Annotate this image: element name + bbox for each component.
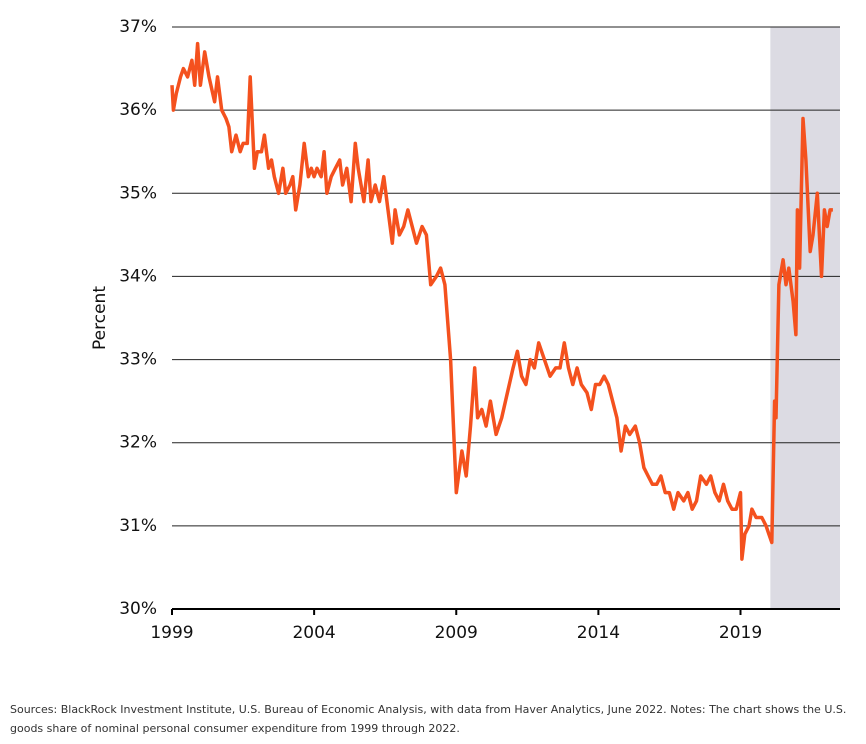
notes: Sources: BlackRock Investment Institute,…	[10, 703, 846, 716]
y-tick-label: 34%	[119, 266, 157, 286]
y-tick-label: 30%	[119, 599, 157, 619]
y-tick-label: 33%	[119, 350, 157, 370]
notes: goods share of nominal personal consumer…	[10, 722, 460, 735]
y-tick-label: 31%	[119, 516, 157, 536]
y-tick-label: 36%	[119, 100, 157, 120]
y-axis-label: Percent	[90, 286, 110, 350]
x-tick-label: 2004	[292, 623, 335, 643]
data-line	[170, 41, 833, 561]
shaded-region	[770, 27, 840, 609]
x-tick-label: 2009	[435, 623, 478, 643]
x-tick-label: 2014	[577, 623, 620, 643]
y-tick-label: 35%	[119, 183, 157, 203]
y-tick-label: 37%	[119, 17, 157, 37]
y-tick-label: 32%	[119, 433, 157, 453]
x-tick-label: 1999	[150, 623, 193, 643]
x-tick-label: 2019	[719, 623, 762, 643]
